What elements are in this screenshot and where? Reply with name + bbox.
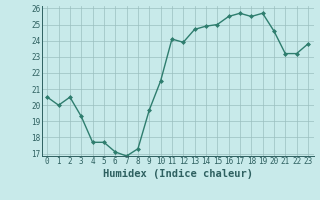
X-axis label: Humidex (Indice chaleur): Humidex (Indice chaleur)	[103, 169, 252, 179]
